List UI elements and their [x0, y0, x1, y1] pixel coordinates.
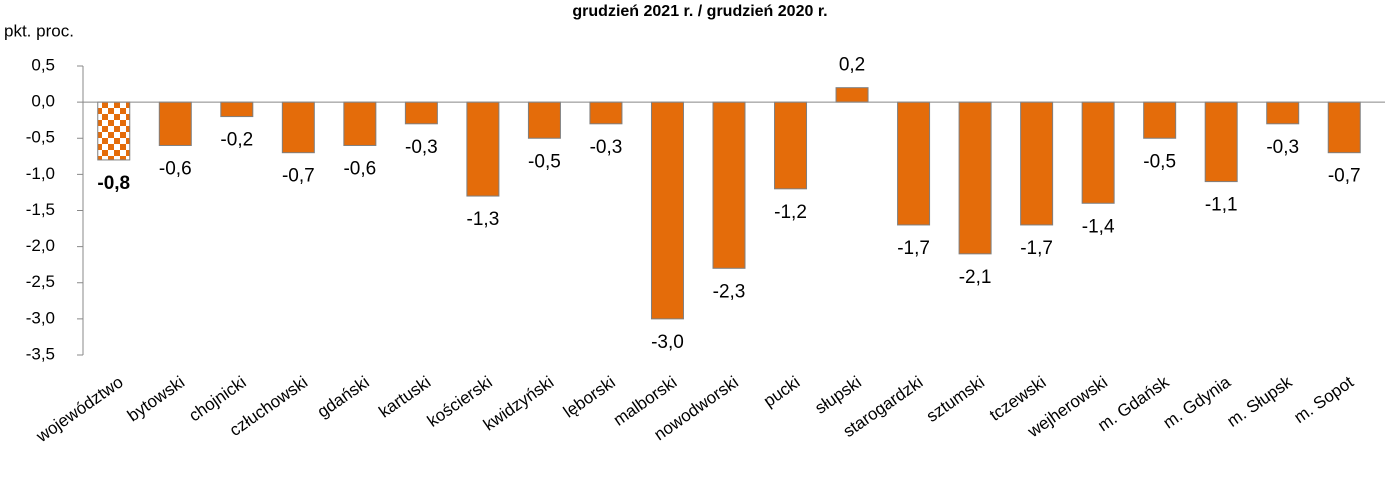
x-tick-label: sztumski	[923, 372, 988, 425]
y-tick-label: 0,0	[31, 92, 55, 111]
value-label: -0,3	[405, 137, 438, 158]
bar	[1143, 101, 1177, 139]
value-label: -0,5	[528, 151, 561, 172]
bar	[589, 101, 623, 125]
bar	[712, 101, 746, 269]
bar	[835, 87, 869, 103]
x-tick-label: bytowski	[124, 372, 188, 425]
x-tick-label: województwo	[32, 372, 127, 446]
value-label: -0,7	[1328, 166, 1361, 187]
bar	[466, 101, 500, 197]
value-label: -2,1	[959, 267, 992, 288]
x-tick-label: gdański	[314, 372, 373, 421]
bar	[220, 101, 254, 118]
bar	[1204, 101, 1238, 183]
y-tick-label: -1,5	[26, 200, 55, 219]
bar	[404, 101, 438, 125]
value-label: -0,2	[220, 130, 253, 151]
value-label: -1,7	[897, 238, 930, 259]
value-label: -0,6	[159, 158, 192, 179]
bar	[343, 101, 377, 146]
value-label: -1,3	[467, 209, 500, 230]
value-label: -0,7	[282, 166, 315, 187]
bar	[158, 101, 192, 146]
bar	[958, 101, 992, 255]
x-tick-label: kwidzyński	[480, 372, 557, 434]
value-label: -3,0	[651, 332, 684, 353]
y-tick-label: -2,5	[26, 272, 55, 291]
bar	[1266, 101, 1300, 125]
y-tick-label: -2,0	[26, 236, 55, 255]
value-label: 0,2	[839, 55, 865, 76]
x-tick-label: m. Sopot	[1290, 372, 1357, 427]
value-label: -0,3	[1266, 137, 1299, 158]
y-tick-label: -3,5	[26, 344, 55, 363]
bar	[650, 101, 684, 320]
value-label: -0,5	[1143, 151, 1176, 172]
y-tick-label: -3,0	[26, 308, 55, 327]
y-tick-label: -0,5	[26, 128, 55, 147]
chart-title: grudzień 2021 r. / grudzień 2020 r.	[572, 3, 827, 20]
bar	[1327, 101, 1361, 154]
value-label: -1,7	[1020, 238, 1053, 259]
x-tick-label: m. Słupsk	[1224, 372, 1296, 431]
value-label: -1,2	[774, 202, 807, 223]
bar	[1020, 101, 1054, 226]
x-tick-label: m. Gdynia	[1160, 372, 1235, 432]
bar	[774, 101, 808, 190]
value-label: -0,3	[590, 137, 623, 158]
bar	[1081, 101, 1115, 204]
value-label: -0,8	[97, 173, 130, 194]
bar	[527, 101, 561, 139]
value-label: -0,6	[343, 158, 376, 179]
value-label: -2,3	[713, 281, 746, 302]
value-label: -1,1	[1205, 195, 1238, 216]
x-tick-label: pucki	[760, 372, 803, 410]
bar	[97, 101, 131, 161]
value-label: -1,4	[1082, 216, 1115, 237]
y-tick-label: 0,5	[31, 55, 55, 74]
y-axis-label: pkt. proc.	[4, 21, 74, 40]
x-tick-label: słupski	[811, 372, 864, 417]
bar	[281, 101, 315, 154]
y-tick-label: -1,0	[26, 164, 55, 183]
bar	[897, 101, 931, 226]
